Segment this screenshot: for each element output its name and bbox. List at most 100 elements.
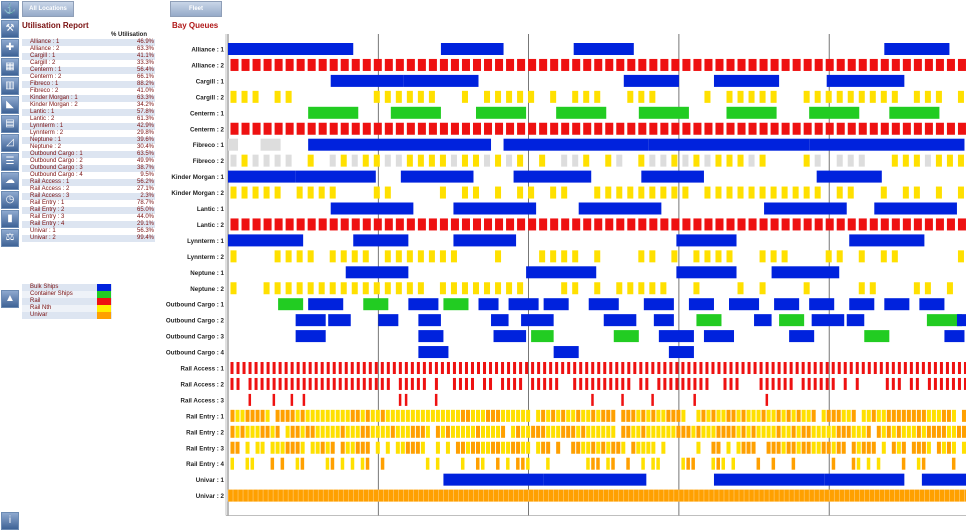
utilisation-row: Rail Entry : 1 78.7% bbox=[22, 200, 155, 207]
queue-tick bbox=[470, 362, 474, 374]
queue-tick bbox=[460, 457, 465, 470]
queue-tick bbox=[561, 154, 568, 167]
queue-tick bbox=[638, 186, 645, 199]
queue-tick bbox=[663, 377, 667, 390]
queue-tick bbox=[766, 409, 771, 422]
queue-tick bbox=[373, 90, 380, 103]
queue-tick bbox=[519, 362, 523, 374]
queue-block bbox=[713, 473, 825, 486]
train-icon[interactable]: ▤ bbox=[1, 115, 19, 133]
queue-tick bbox=[300, 441, 305, 454]
queue-tick bbox=[796, 425, 801, 438]
queue-tick bbox=[915, 377, 919, 390]
queue-tick bbox=[671, 58, 680, 71]
graduation-cap-icon[interactable]: ▲ bbox=[1, 290, 19, 308]
bay-row-label: Univar : 2 bbox=[196, 493, 225, 500]
queue-tick bbox=[439, 122, 448, 135]
bay-row-label: Kinder Morgan : 2 bbox=[171, 190, 224, 197]
queue-tick bbox=[489, 362, 493, 374]
queue-tick bbox=[756, 457, 761, 470]
queue-tick bbox=[706, 425, 711, 438]
scales-icon[interactable]: ⚖ bbox=[1, 229, 19, 247]
bay-queues-chart: Alliance : 1 Alliance : 2 Cargill : 1 Cargi… bbox=[166, 34, 966, 516]
queue-tick bbox=[761, 409, 766, 422]
queue-tick bbox=[704, 218, 713, 231]
queue-tick bbox=[420, 409, 425, 422]
queue-tick bbox=[561, 250, 568, 263]
queue-tick bbox=[759, 218, 768, 231]
queue-block bbox=[328, 314, 351, 327]
queue-tick bbox=[285, 218, 294, 231]
queue-tick bbox=[278, 362, 282, 374]
queue-tick bbox=[693, 362, 697, 374]
queue-tick bbox=[314, 362, 318, 374]
queue-tick bbox=[716, 441, 721, 454]
crane-icon[interactable]: ⚒ bbox=[1, 20, 19, 38]
queue-tick bbox=[320, 409, 325, 422]
queue-tick bbox=[927, 362, 931, 374]
queue-tick bbox=[836, 425, 841, 438]
queue-tick bbox=[325, 409, 330, 422]
utilisation-row-name: Alliance : 1 bbox=[30, 39, 60, 45]
queue-tick bbox=[506, 409, 511, 422]
queue-tick bbox=[626, 425, 631, 438]
queue-tick bbox=[230, 441, 235, 454]
queue-tick bbox=[307, 186, 314, 199]
queue-tick bbox=[274, 282, 281, 295]
bottle-icon[interactable]: ▮ bbox=[1, 210, 19, 228]
utilisation-row: Alliance : 2 63.3% bbox=[22, 46, 155, 53]
queue-tick bbox=[260, 362, 264, 374]
queue-tick bbox=[825, 58, 834, 71]
queue-tick bbox=[803, 218, 812, 231]
utilisation-row-name: Cargill : 1 bbox=[30, 53, 56, 59]
queue-tick bbox=[573, 377, 577, 390]
cloud-icon[interactable]: ☁ bbox=[1, 172, 19, 190]
queue-tick bbox=[325, 441, 330, 454]
bay-row-label: Univar : 1 bbox=[196, 477, 225, 484]
queue-block bbox=[623, 74, 679, 87]
queue-tick bbox=[723, 362, 727, 374]
queue-tick bbox=[776, 441, 781, 454]
queue-tick bbox=[660, 58, 669, 71]
chart-icon[interactable]: ◿ bbox=[1, 134, 19, 152]
queue-tick bbox=[528, 90, 535, 103]
loader-icon[interactable]: ◣ bbox=[1, 96, 19, 114]
clock-icon[interactable]: ◷ bbox=[1, 191, 19, 209]
queue-tick bbox=[621, 393, 624, 406]
report-icon[interactable]: ☰ bbox=[1, 153, 19, 171]
queue-tick bbox=[616, 282, 623, 295]
queue-tick bbox=[715, 154, 722, 167]
queue-tick bbox=[783, 377, 787, 390]
queue-tick bbox=[318, 58, 327, 71]
queue-tick bbox=[715, 186, 722, 199]
queue-tick bbox=[957, 154, 964, 167]
queue-tick bbox=[586, 409, 591, 422]
queue-tick bbox=[274, 90, 281, 103]
queue-block bbox=[418, 330, 444, 343]
queue-tick bbox=[450, 122, 459, 135]
queue-block bbox=[578, 202, 662, 215]
ship-icon[interactable]: ⚓ bbox=[1, 1, 19, 19]
queue-tick bbox=[748, 58, 757, 71]
queue-tick bbox=[821, 441, 826, 454]
info-icon[interactable]: i bbox=[1, 512, 19, 530]
queue-tick bbox=[704, 250, 711, 263]
queue-tick bbox=[858, 282, 865, 295]
queue-tick bbox=[803, 58, 812, 71]
cargo-icon[interactable]: ▦ bbox=[1, 58, 19, 76]
queue-tick bbox=[777, 377, 781, 390]
queue-block bbox=[774, 298, 800, 311]
all-locations-button[interactable]: All Locations bbox=[22, 1, 74, 17]
utilisation-row: Kinder Morgan : 1 63.3% bbox=[22, 95, 155, 102]
rail-icon[interactable]: ▥ bbox=[1, 77, 19, 95]
queue-tick bbox=[591, 362, 595, 374]
queue-tick bbox=[460, 409, 465, 422]
utilisation-table: Alliance : 1 46.9% Alliance : 2 63.3% Cargil… bbox=[22, 39, 155, 242]
fleet-button[interactable]: Fleet bbox=[170, 1, 222, 17]
map-icon[interactable]: ✚ bbox=[1, 39, 19, 57]
queue-tick bbox=[736, 441, 741, 454]
queue-tick bbox=[693, 377, 697, 390]
utilisation-row-value: 33.3% bbox=[136, 60, 154, 66]
queue-tick bbox=[759, 377, 763, 390]
queue-tick bbox=[935, 122, 944, 135]
